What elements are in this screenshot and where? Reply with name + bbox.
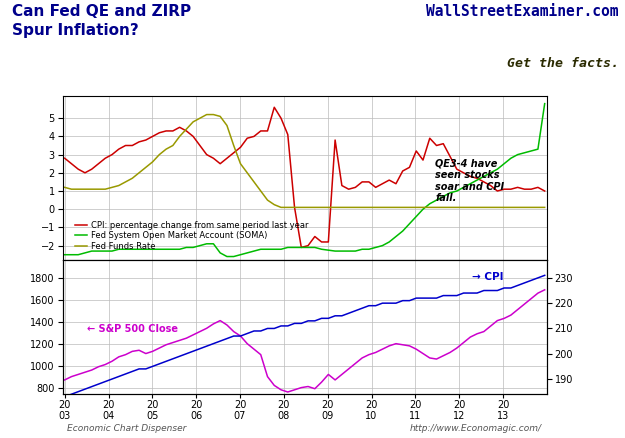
Text: Can Fed QE and ZIRP
Spur Inflation?: Can Fed QE and ZIRP Spur Inflation?	[12, 4, 192, 38]
Text: http://www.Economagic.com/: http://www.Economagic.com/	[410, 424, 542, 433]
Text: Get the facts.: Get the facts.	[507, 57, 619, 70]
Text: WallStreetExaminer.com: WallStreetExaminer.com	[426, 4, 619, 19]
Text: ← S&P 500 Close: ← S&P 500 Close	[87, 324, 178, 334]
Text: QE3-4 have
seen stocks
soar and CPI
fall.: QE3-4 have seen stocks soar and CPI fall…	[436, 159, 504, 203]
Text: → CPI: → CPI	[472, 272, 504, 283]
Legend: CPI: percentage change from same period last year, Fed System Open Market Accoun: CPI: percentage change from same period …	[71, 217, 311, 254]
Text: Economic Chart Dispenser: Economic Chart Dispenser	[68, 424, 187, 433]
